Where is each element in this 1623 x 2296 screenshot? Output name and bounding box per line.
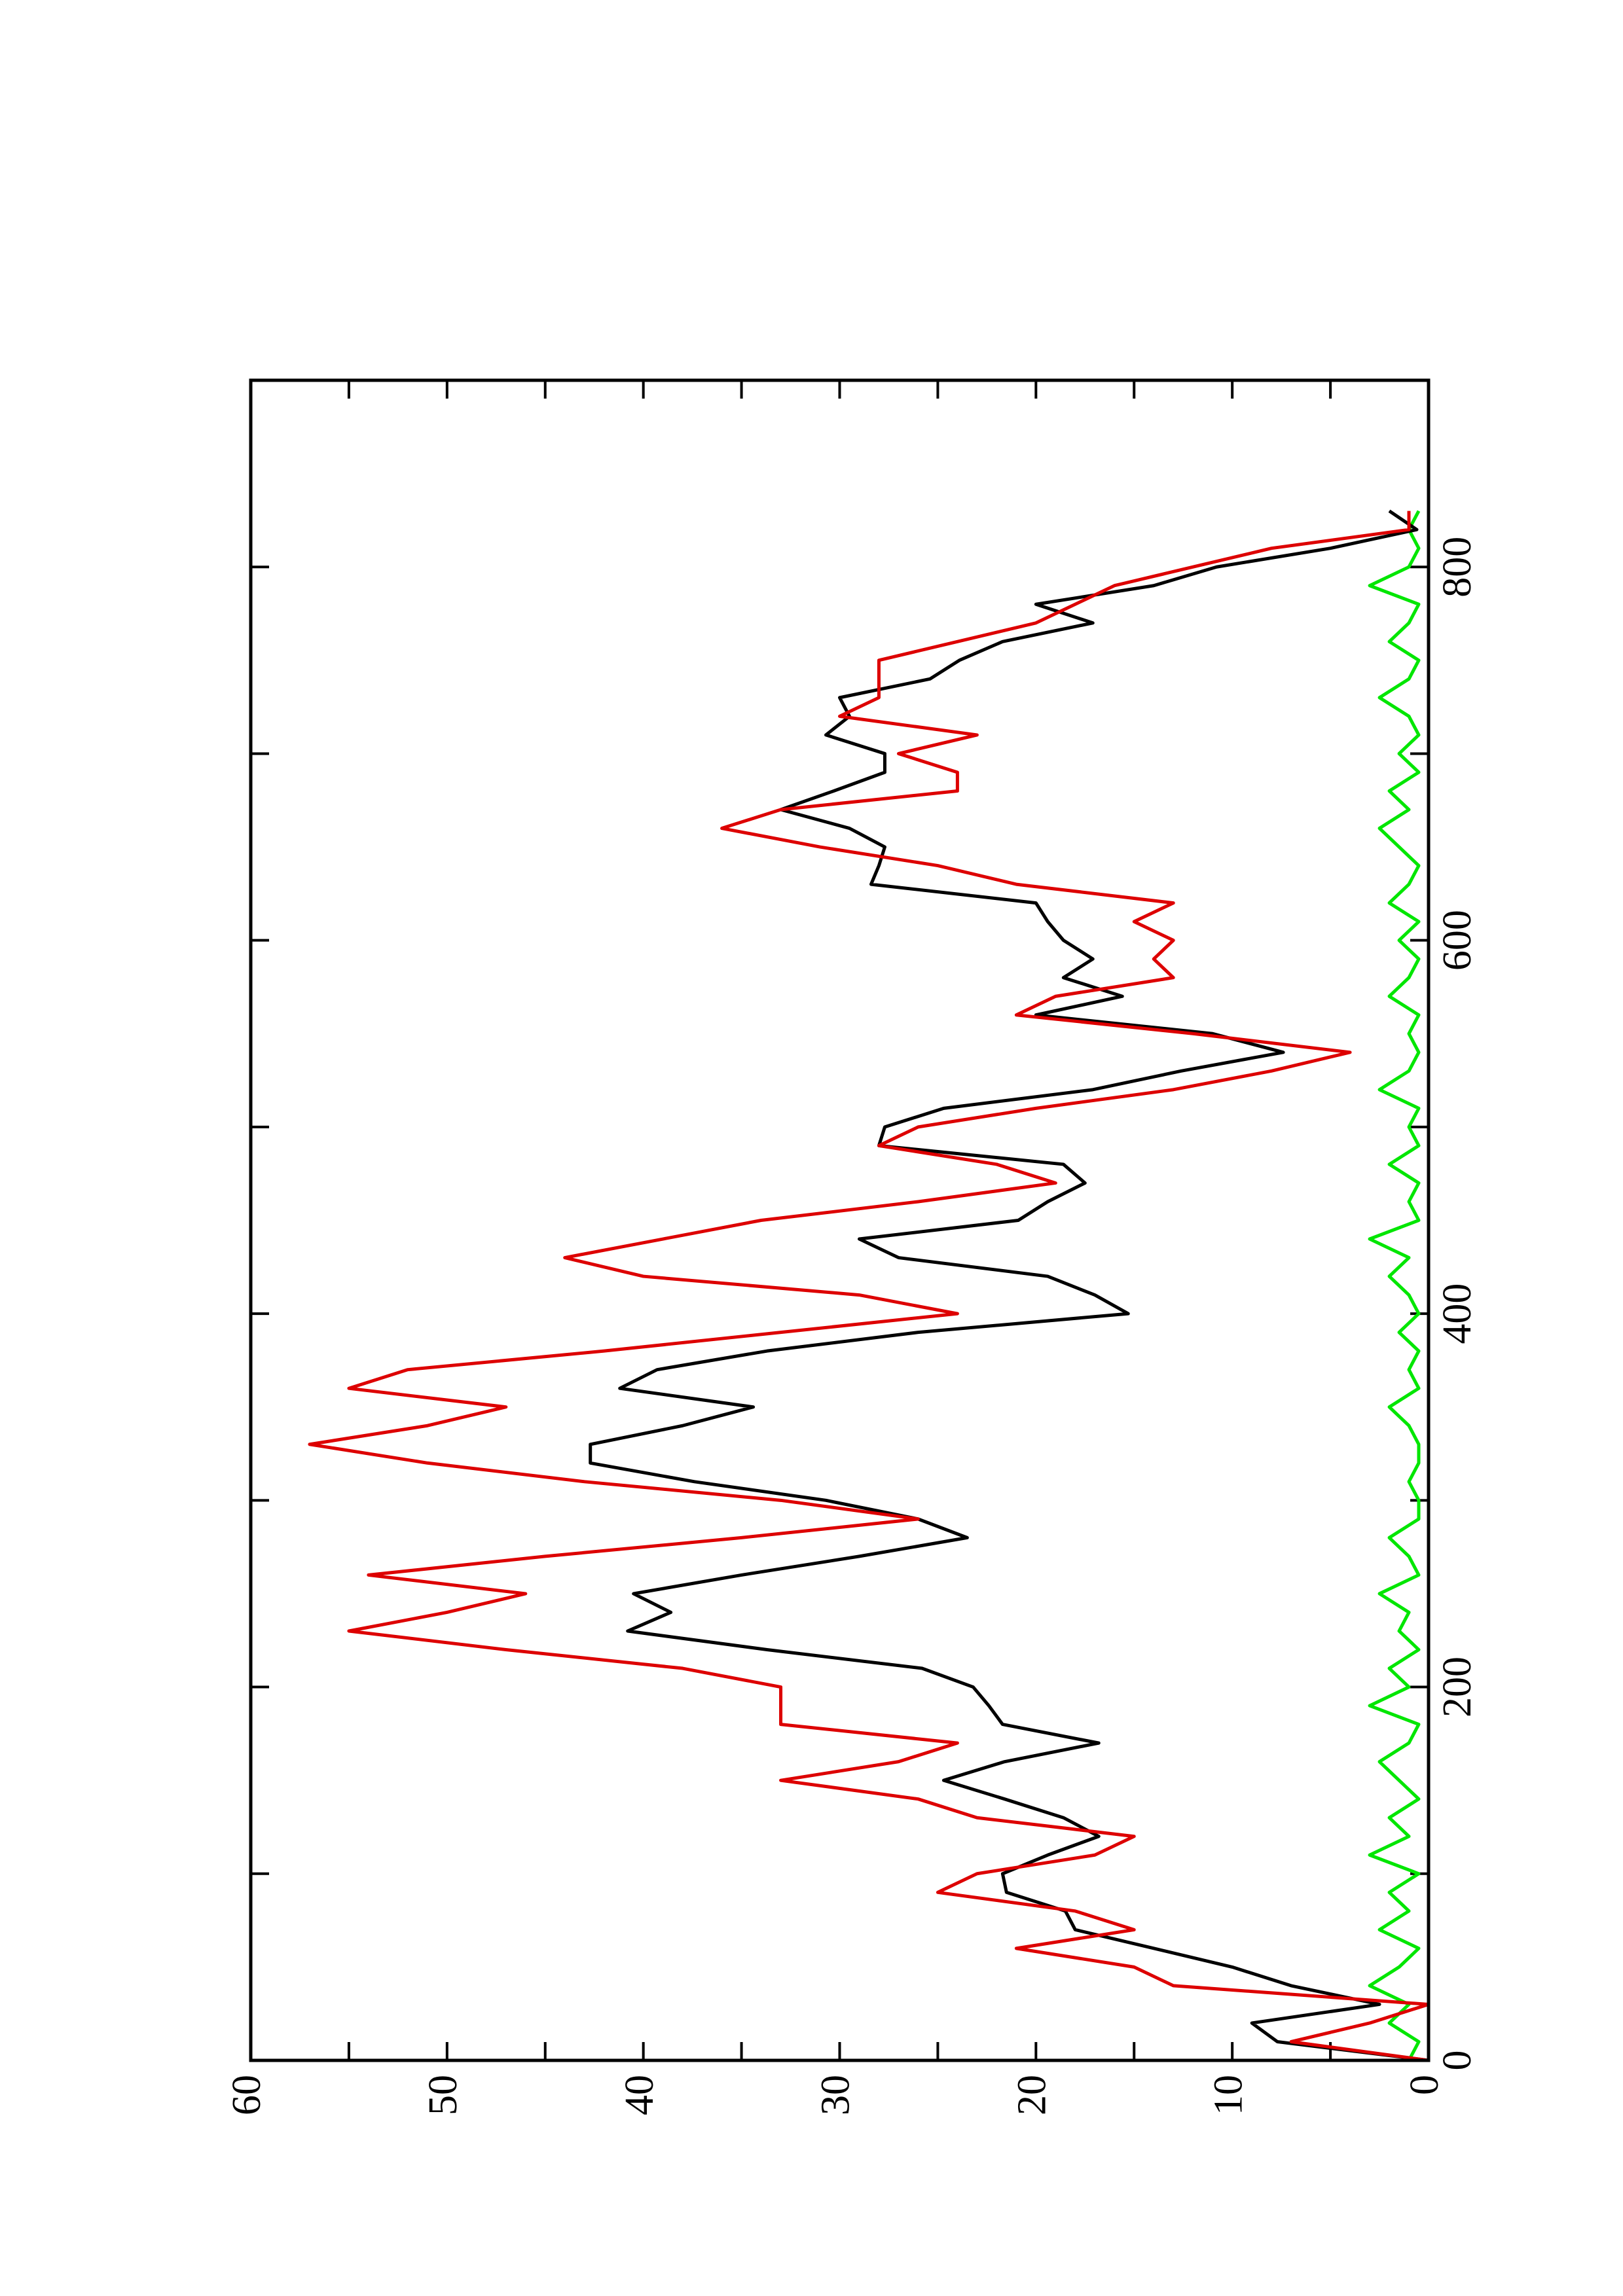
y-tick-label: 50: [421, 2075, 465, 2115]
x-tick-label: 0: [1435, 2051, 1480, 2071]
y-tick-label: 0: [1402, 2075, 1447, 2095]
x-tick-label: 400: [1435, 1283, 1480, 1344]
x-tick-label: 600: [1435, 910, 1480, 971]
x-tick-label: 200: [1435, 1657, 1480, 1717]
x-tick-label: 800: [1435, 537, 1480, 598]
y-tick-label: 30: [814, 2075, 858, 2115]
y-tick-label: 40: [617, 2075, 662, 2115]
series-line: [589, 509, 1429, 2062]
series-line: [1368, 510, 1421, 2062]
y-tick-label: 60: [225, 2075, 269, 2115]
plot-frame: [249, 378, 1431, 2062]
y-tick-label: 10: [1206, 2075, 1250, 2115]
y-tick-label: 20: [1010, 2075, 1055, 2115]
series-line: [308, 511, 1431, 2062]
